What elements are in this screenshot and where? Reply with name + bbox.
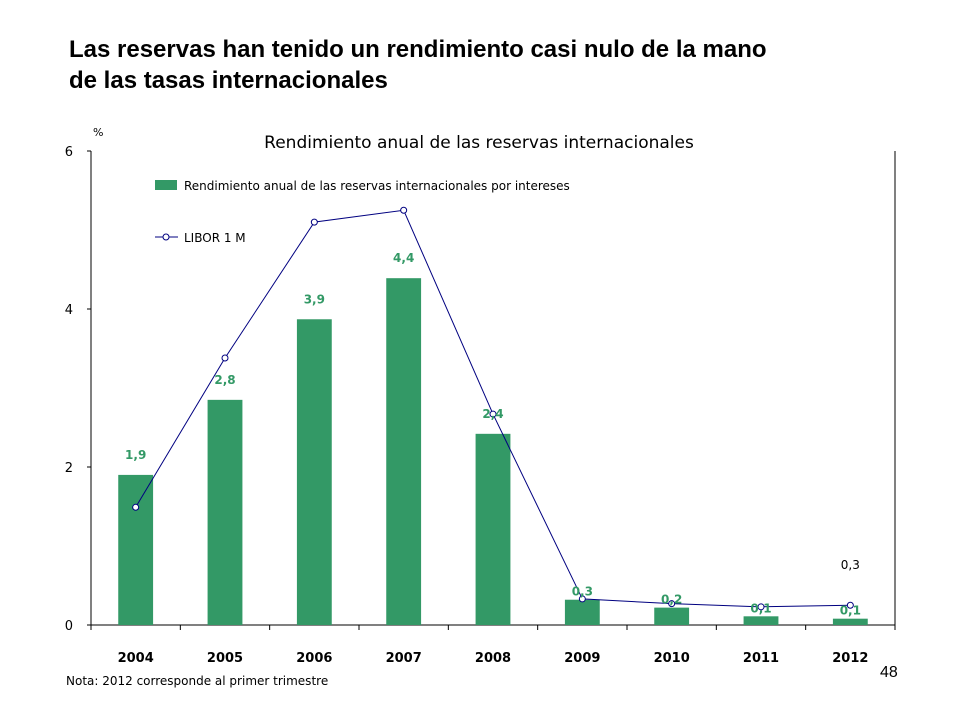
bar-data-label: 0,1 — [750, 601, 771, 615]
legend-line-label: LIBOR 1 M — [184, 231, 246, 245]
libor-point-2005 — [221, 354, 229, 362]
libor-point-2010 — [668, 600, 676, 608]
bar-data-label: 3,9 — [304, 292, 325, 306]
bar-2010 — [654, 607, 690, 625]
y-tick-label: 2 — [65, 461, 73, 476]
x-tick-label: 2007 — [386, 651, 422, 666]
y-tick-label: 4 — [65, 303, 73, 318]
bar-data-label: 1,9 — [125, 448, 146, 462]
bar-2009 — [564, 599, 600, 625]
data-labels: 1,9 2,8 3,9 4,4 2,4 0,3 0,2 0,1 0,1 0,3 — [125, 251, 861, 617]
libor-point-2012 — [846, 601, 854, 609]
bar-data-label: 0,2 — [661, 593, 682, 607]
legend-line-marker — [162, 233, 170, 241]
chart-title: Rendimiento anual de las reservas intern… — [264, 133, 694, 153]
bar-2006 — [296, 319, 332, 625]
x-tick-label: 2009 — [564, 651, 600, 666]
libor-point-2008 — [489, 410, 497, 418]
libor-point-2009 — [578, 595, 586, 603]
bar-data-label: 0,1 — [840, 604, 861, 618]
slide-title-line-1: Las reservas han tenido un rendimiento c… — [69, 36, 767, 63]
x-tick-label: 2012 — [832, 651, 868, 666]
libor-line-series — [132, 206, 854, 611]
x-tick-label: 2010 — [654, 651, 690, 666]
bar-2011 — [743, 616, 779, 625]
legend-bar-label: Rendimiento anual de las reservas intern… — [184, 179, 570, 193]
bar-data-label: 2,8 — [214, 373, 235, 387]
x-tick-label: 2011 — [743, 651, 779, 666]
legend: Rendimiento anual de las reservas intern… — [155, 179, 570, 245]
bar-data-label: 0,3 — [572, 585, 593, 599]
libor-data-label: 0,3 — [841, 558, 860, 572]
libor-point-2004 — [132, 503, 140, 511]
y-axis-unit-label: % — [93, 126, 103, 139]
bar-2012 — [832, 618, 868, 625]
x-tick-label: 2005 — [207, 651, 243, 666]
bar-2007 — [386, 278, 422, 625]
x-tick-label: 2006 — [296, 651, 332, 666]
slide-title: Las reservas han tenido un rendimiento c… — [69, 34, 929, 96]
y-tick-label: 0 — [65, 619, 73, 634]
y-tick-label: 6 — [65, 145, 73, 160]
bar-series — [118, 278, 868, 625]
bar-2005 — [207, 399, 243, 625]
bar-data-label: 4,4 — [393, 251, 414, 265]
libor-point-2007 — [400, 206, 408, 214]
slide-title-line-2: de las tasas internacionales — [69, 67, 388, 94]
axes: 0 2 4 6 2004 2005 2006 2007 2008 2009 2010 2011 2012 — [65, 145, 896, 666]
bar-2004 — [118, 474, 154, 625]
x-tick-label: 2004 — [118, 651, 154, 666]
page-number: 48 — [880, 664, 898, 681]
x-tick-label: 2008 — [475, 651, 511, 666]
bar-data-label: 2,4 — [482, 407, 503, 421]
libor-point-2006 — [310, 218, 318, 226]
bar-2008 — [475, 433, 511, 625]
libor-point-2011 — [757, 603, 765, 611]
chart-footnote: Nota: 2012 corresponde al primer trimest… — [66, 674, 329, 688]
legend-bar-swatch — [155, 180, 177, 190]
